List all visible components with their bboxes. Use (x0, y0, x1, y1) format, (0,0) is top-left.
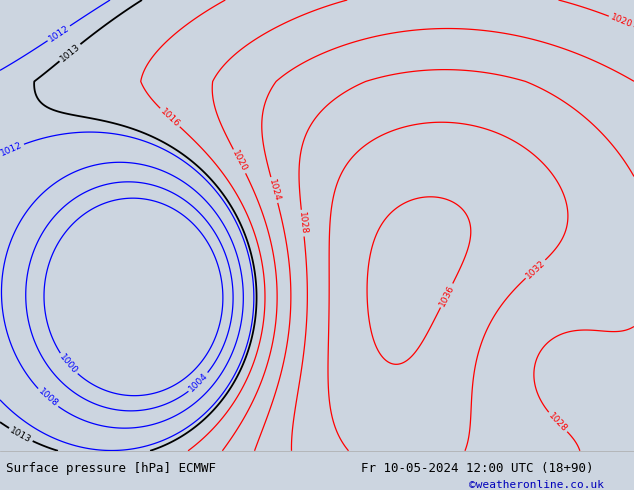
Text: ©weatheronline.co.uk: ©weatheronline.co.uk (469, 480, 604, 490)
Text: 1004: 1004 (187, 371, 210, 394)
Text: 1012: 1012 (0, 141, 24, 158)
Text: 1013: 1013 (8, 425, 33, 444)
Text: 1013: 1013 (58, 42, 82, 63)
Text: 1008: 1008 (36, 387, 60, 409)
Text: Surface pressure [hPa] ECMWF: Surface pressure [hPa] ECMWF (6, 462, 216, 475)
Text: 1028: 1028 (547, 411, 569, 434)
Text: 1032: 1032 (524, 258, 547, 280)
Text: 1024: 1024 (267, 178, 281, 202)
Text: 1028: 1028 (297, 211, 308, 235)
Text: 1016: 1016 (158, 106, 181, 129)
Text: 1000: 1000 (58, 352, 79, 376)
Text: 1020: 1020 (609, 13, 633, 30)
Text: 1012: 1012 (47, 23, 71, 44)
Text: Fr 10-05-2024 12:00 UTC (18+90): Fr 10-05-2024 12:00 UTC (18+90) (361, 462, 594, 475)
Text: 1020: 1020 (230, 149, 249, 173)
Text: 1036: 1036 (437, 283, 456, 308)
